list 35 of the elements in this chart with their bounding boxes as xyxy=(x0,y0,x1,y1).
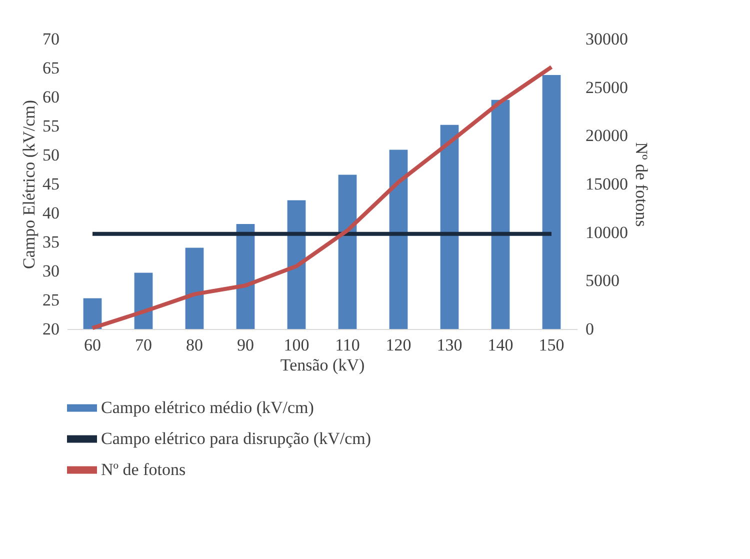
y2-tick-label: 5000 xyxy=(586,271,620,290)
y-tick-label: 35 xyxy=(42,232,60,252)
y-tick-label: 70 xyxy=(42,30,60,48)
y-tick-label: 45 xyxy=(42,174,60,194)
x-tick-label: 140 xyxy=(488,336,514,354)
y2-tick-label: 20000 xyxy=(586,126,628,146)
x-tick-label: 150 xyxy=(538,336,564,354)
x-tick-label: 80 xyxy=(186,336,203,354)
legend-label: Campo elétrico médio (kV/cm) xyxy=(101,398,314,417)
y-tick-label: 25 xyxy=(42,290,60,310)
x-tick-label: 100 xyxy=(284,336,310,354)
x-tick-label: 70 xyxy=(135,336,152,354)
y-tick-label: 40 xyxy=(42,204,60,222)
y-tick-label: 30 xyxy=(42,262,60,280)
x-tick-label: 130 xyxy=(436,336,462,354)
x-tick-label: 60 xyxy=(84,336,101,354)
y-axis-title: Campo Elétrico (kV/cm) xyxy=(20,100,38,270)
x-axis-title: Tensão (kV) xyxy=(280,356,365,374)
y2-tick-label: 30000 xyxy=(586,30,628,48)
y-tick-label: 50 xyxy=(42,146,60,164)
line-series xyxy=(90,65,554,330)
y2-tick-label: 15000 xyxy=(586,174,628,194)
legend-label: Campo elétrico para disrupção (kV/cm) xyxy=(101,429,372,448)
y2-tick-label: 25000 xyxy=(586,78,628,97)
legend-label: Nº de fotons xyxy=(101,460,186,479)
y-tick-label: 65 xyxy=(42,58,60,78)
y2-axis-title: Nº de fotons xyxy=(632,142,651,227)
x-tick-label: 120 xyxy=(386,336,412,354)
y2-tick-label: 10000 xyxy=(586,222,628,242)
y-tick-label: 20 xyxy=(42,320,60,338)
x-tick-label: 90 xyxy=(237,336,254,354)
x-tick-label: 110 xyxy=(335,336,360,354)
y2-tick-label: 0 xyxy=(586,320,594,338)
y-tick-label: 55 xyxy=(42,116,60,136)
y-tick-label: 60 xyxy=(42,88,60,106)
